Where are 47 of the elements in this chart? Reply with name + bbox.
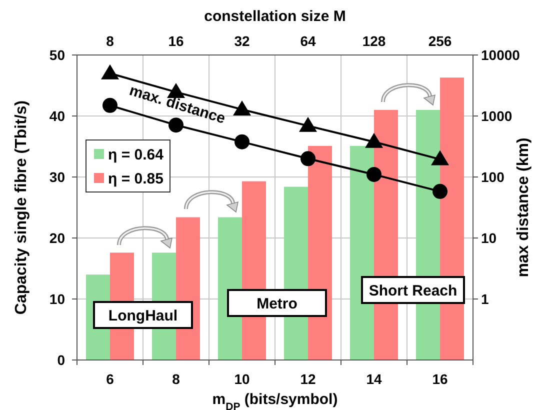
point <box>432 184 448 199</box>
text-box: Short Reach <box>361 276 465 304</box>
x-tick-label: 14 <box>366 371 382 387</box>
annotation: Metro <box>256 295 298 312</box>
x-tick-label: 12 <box>300 371 316 387</box>
legend-label: η = 0.64 <box>108 146 164 164</box>
legend-label: η = 0.85 <box>108 170 164 188</box>
point <box>365 132 383 148</box>
point <box>300 151 316 166</box>
y2-tick-label: 10 <box>481 230 497 246</box>
annotation: LongHaul <box>108 307 178 324</box>
y-tick-label: 0 <box>57 352 66 368</box>
point <box>167 83 185 98</box>
x-axis-title: m$_{DP}$ (bits/symbol) <box>212 391 338 410</box>
x-tick-label: 16 <box>432 371 448 387</box>
text: 16 <box>168 33 184 49</box>
annotation: max. distance <box>127 82 228 128</box>
text: 128 <box>362 33 386 49</box>
point <box>431 150 449 166</box>
y-tick-label: 10 <box>49 290 66 307</box>
y2-axis-title: max distance (km) <box>515 138 532 278</box>
text: 32 <box>234 33 250 49</box>
point <box>101 64 119 80</box>
text: 64 <box>300 33 316 49</box>
point <box>234 134 250 150</box>
point <box>366 166 382 182</box>
y2-tick-label: 1000 <box>481 108 512 124</box>
x-tick-label: 10 <box>234 371 250 387</box>
x-tick-label: 8 <box>172 371 180 387</box>
y-tick-label: 20 <box>49 230 66 246</box>
point <box>233 100 251 116</box>
point <box>299 116 317 132</box>
text: 8 <box>106 33 114 49</box>
point <box>102 98 118 113</box>
x-tick-label: 6 <box>106 371 114 387</box>
y2-tick-label: 10000 <box>481 46 520 63</box>
text: 256 <box>428 33 452 49</box>
y2-tick-label: 1 <box>481 290 489 307</box>
y-tick-label: 40 <box>49 108 66 124</box>
y2-tick-label: 100 <box>481 168 505 185</box>
y-tick-label: 50 <box>49 46 66 63</box>
annotation: Short Reach <box>368 282 458 300</box>
y-axis-title: Capacity single fibre (Tbit/s) <box>13 100 30 315</box>
x2-axis-title: constellation size M <box>204 8 346 25</box>
text-box: Metro <box>227 289 327 317</box>
y-tick-label: 30 <box>49 168 66 185</box>
text-box: LongHaul <box>93 301 193 329</box>
